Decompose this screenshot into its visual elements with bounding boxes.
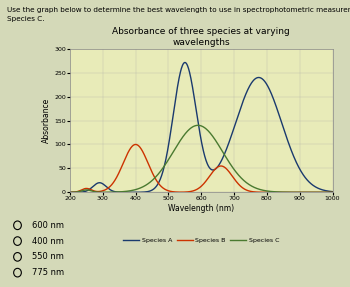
Text: 775 nm: 775 nm — [32, 268, 64, 277]
Legend: Species A, Species B, Species C: Species A, Species B, Species C — [121, 236, 281, 246]
Title: Absorbance of three species at varying
wavelengths: Absorbance of three species at varying w… — [112, 26, 290, 46]
Text: Use the graph below to determine the best wavelength to use in spectrophotometri: Use the graph below to determine the bes… — [7, 7, 350, 13]
Y-axis label: Absorbance: Absorbance — [42, 98, 51, 143]
Text: Species C.: Species C. — [7, 16, 44, 22]
Text: 550 nm: 550 nm — [32, 252, 63, 261]
Text: 400 nm: 400 nm — [32, 236, 63, 246]
X-axis label: Wavelength (nm): Wavelength (nm) — [168, 204, 234, 213]
Text: 600 nm: 600 nm — [32, 221, 63, 230]
